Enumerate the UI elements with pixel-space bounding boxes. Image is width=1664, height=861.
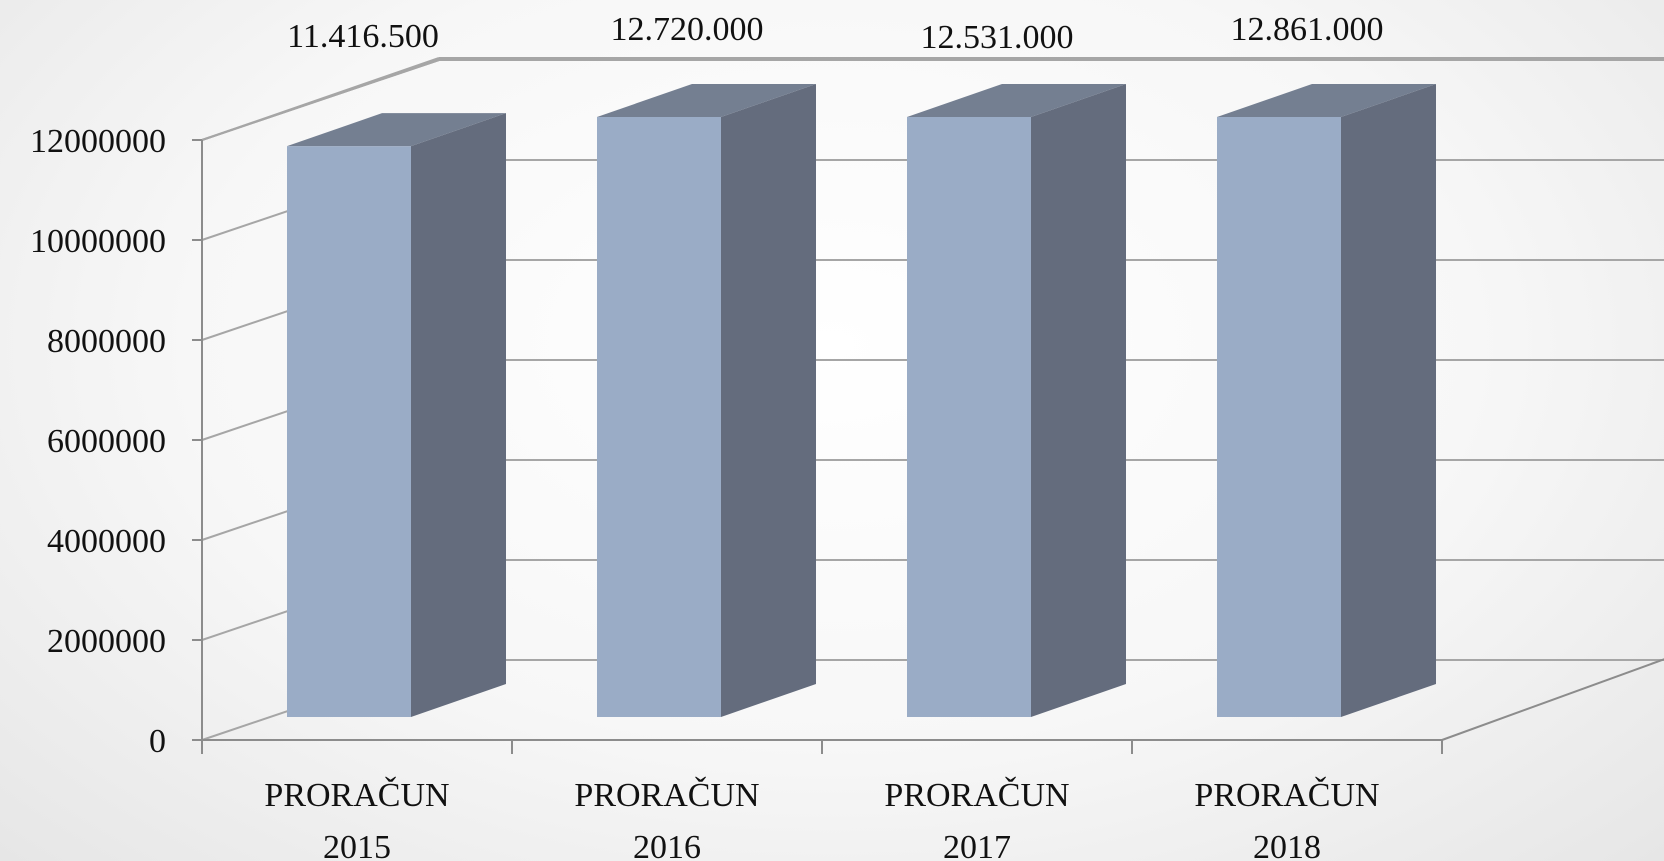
category-label: 2015 — [323, 829, 391, 861]
bar-front — [597, 117, 721, 717]
y-tick-label: 2000000 — [47, 623, 166, 660]
bars — [287, 84, 1436, 718]
bar — [907, 84, 1126, 717]
floor-edge — [1441, 658, 1664, 741]
y-tick-label: 6000000 — [47, 423, 166, 460]
bar-front — [1217, 117, 1341, 717]
bar-top — [907, 84, 1126, 117]
category-label: 2016 — [633, 829, 701, 861]
y-tick-label: 12000000 — [30, 123, 166, 160]
bar-top — [287, 113, 506, 147]
data-label: 12.531.000 — [921, 19, 1074, 56]
data-label: 11.416.500 — [287, 18, 439, 55]
bar-front — [907, 117, 1031, 717]
bar-side — [721, 84, 816, 717]
category-label: 2018 — [1253, 829, 1321, 861]
y-tick-label: 8000000 — [47, 323, 166, 360]
bar-top — [597, 84, 816, 117]
labels: 0 2000000 4000000 6000000 8000000 10000000 120… — [30, 11, 1384, 861]
y-tick-label: 4000000 — [47, 523, 166, 560]
axes — [192, 139, 1664, 754]
bar-top — [1217, 84, 1436, 117]
category-label: PRORAČUN — [1194, 776, 1379, 814]
bar — [597, 84, 816, 717]
y-tick-label: 10000000 — [30, 223, 166, 260]
category-label: PRORAČUN — [264, 776, 449, 814]
category-label: PRORAČUN — [884, 776, 1069, 814]
bar — [1217, 84, 1436, 717]
bar-side — [411, 113, 506, 718]
bar — [287, 113, 506, 718]
category-label: 2017 — [943, 829, 1011, 861]
bar-front — [287, 146, 411, 718]
bar-side — [1031, 84, 1126, 717]
data-label: 12.720.000 — [611, 11, 764, 48]
bar-side — [1341, 84, 1436, 717]
side-wall-top — [201, 57, 440, 141]
data-label: 12.861.000 — [1231, 11, 1384, 48]
category-label: PRORAČUN — [574, 776, 759, 814]
y-tick-label: 0 — [149, 723, 166, 760]
